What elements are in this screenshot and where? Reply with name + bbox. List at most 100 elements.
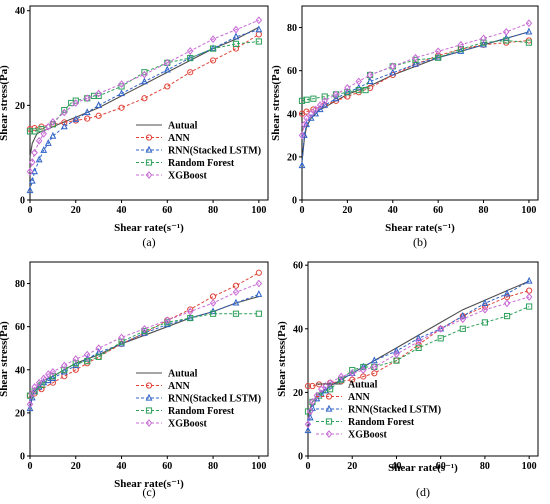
data-point: [163, 320, 171, 328]
x-tick-label: 0: [28, 205, 33, 216]
data-point: [61, 366, 68, 373]
data-point: [35, 155, 43, 163]
data-point: [480, 40, 487, 48]
data-point: [371, 363, 378, 371]
data-point: [525, 293, 533, 301]
x-tick-label: 40: [388, 205, 398, 216]
data-point: [118, 338, 125, 345]
data-point: [26, 128, 34, 135]
data-point: [312, 109, 320, 117]
data-point: [313, 391, 321, 400]
data-point: [118, 83, 125, 90]
data-point: [480, 34, 487, 43]
legend-marker: [145, 393, 153, 401]
y-tick-label: 60: [293, 261, 303, 272]
data-point: [415, 337, 422, 346]
x-tick-label: 80: [208, 461, 218, 472]
series-xgboost: [298, 19, 533, 140]
panel-label: (a): [142, 235, 155, 249]
plot-frame: [307, 261, 539, 457]
legend-marker: [325, 393, 333, 400]
y-tick-label: 0: [20, 196, 25, 207]
x-tick-label: 20: [71, 205, 81, 216]
chart-panel-b: 0 20 40 60 80 100 0 20 40 60 80 Shear rate(s⁻¹) Shea…: [270, 5, 539, 249]
data-point: [307, 109, 315, 118]
data-point: [26, 404, 34, 412]
data-point: [360, 366, 367, 375]
data-point: [186, 307, 194, 316]
y-axis-label: Shear stress(Pa): [0, 321, 10, 397]
data-point: [304, 426, 312, 434]
data-point: [502, 27, 510, 36]
data-point: [255, 31, 262, 38]
data-point: [83, 94, 91, 103]
data-point: [304, 382, 312, 390]
legend-marker: [325, 404, 333, 412]
x-tick-label: 60: [436, 461, 446, 472]
data-point: [40, 146, 48, 153]
data-point: [255, 16, 263, 25]
series-line: [29, 283, 259, 405]
series-autual: [29, 26, 260, 158]
legend-marker: [145, 171, 153, 179]
data-point: [481, 319, 489, 326]
series-line: [29, 313, 259, 396]
data-point: [95, 353, 102, 360]
data-point: [209, 35, 217, 44]
panel-label: (d): [416, 485, 430, 499]
data-point: [437, 324, 444, 333]
series-random-forest: [304, 303, 533, 415]
series-line: [29, 293, 259, 409]
data-point: [344, 89, 351, 96]
data-point: [303, 96, 310, 103]
data-point: [437, 335, 444, 342]
x-tick-label: 100: [251, 205, 266, 216]
legend-marker: [145, 159, 153, 166]
data-point: [60, 367, 68, 375]
data-point: [459, 315, 467, 324]
data-point: [255, 25, 263, 33]
data-point: [26, 167, 34, 176]
series-line: [301, 40, 529, 115]
x-tick-label: 20: [342, 205, 352, 216]
data-point: [141, 69, 148, 76]
legend-marker: [325, 430, 333, 438]
data-point: [141, 70, 148, 79]
data-point: [481, 305, 489, 314]
data-point: [304, 408, 312, 415]
data-point: [61, 119, 68, 126]
data-point: [459, 311, 467, 319]
data-point: [326, 378, 334, 387]
data-point: [412, 59, 419, 67]
series-xgboost: [304, 293, 533, 429]
data-point: [49, 373, 56, 380]
data-point: [232, 40, 240, 47]
data-point: [118, 89, 125, 97]
data-point: [526, 303, 533, 310]
y-tick-label: 80: [15, 279, 25, 290]
legend-marker: [145, 134, 153, 141]
data-point: [389, 62, 397, 71]
series-ann: [298, 37, 533, 117]
data-point: [355, 86, 362, 94]
data-point: [360, 363, 367, 371]
x-tick-label: 100: [251, 461, 266, 472]
legend-label: ANN: [168, 381, 190, 392]
y-tick-label: 20: [15, 408, 25, 419]
x-tick-label: 40: [117, 205, 127, 216]
data-point: [348, 369, 356, 378]
x-axis-label: Shear rate(s⁻¹): [114, 478, 184, 490]
x-tick-label: 0: [300, 205, 305, 216]
series-xgboost: [26, 279, 263, 409]
data-point: [255, 310, 262, 317]
series-rnn-stacked-lstm-: [298, 27, 533, 169]
data-point: [40, 374, 47, 383]
legend-label: Autual: [348, 380, 378, 391]
x-tick-label: 20: [347, 461, 357, 472]
data-point: [72, 117, 79, 124]
data-point: [370, 356, 378, 364]
data-point: [95, 89, 102, 98]
data-point: [481, 303, 489, 310]
series-line: [29, 26, 260, 158]
